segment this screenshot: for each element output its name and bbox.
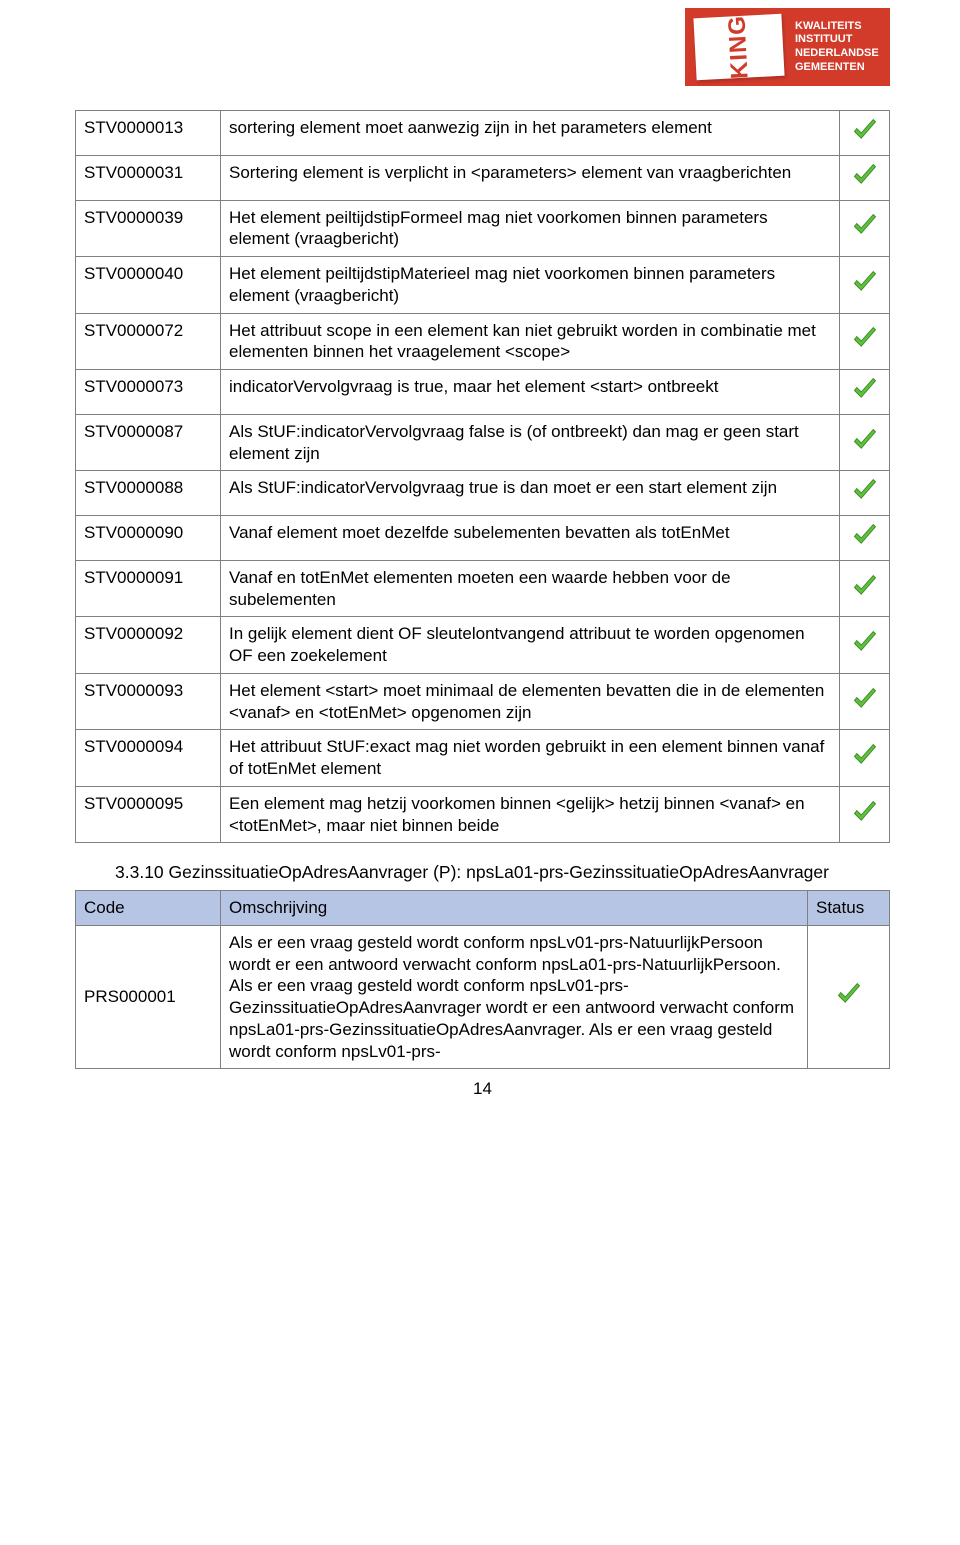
table-row: STV0000039Het element peiltijdstipFormee… (76, 200, 890, 257)
table-row: STV0000087Als StUF:indicatorVervolgvraag… (76, 414, 890, 471)
status-cell (840, 673, 890, 730)
section-table: Code Omschrijving Status PRS000001Als er… (75, 890, 890, 1069)
check-icon (849, 225, 881, 244)
status-cell (840, 257, 890, 314)
check-icon (849, 586, 881, 605)
section-table-header: Code Omschrijving Status (76, 891, 890, 926)
code-cell: STV0000040 (76, 257, 221, 314)
check-icon (849, 699, 881, 718)
check-icon (849, 282, 881, 301)
code-cell: STV0000095 (76, 786, 221, 843)
desc-cell: Een element mag hetzij voorkomen binnen … (221, 786, 840, 843)
check-icon (833, 994, 865, 1013)
table-row: STV0000040Het element peiltijdstipMateri… (76, 257, 890, 314)
desc-cell: Als StUF:indicatorVervolgvraag false is … (221, 414, 840, 471)
code-cell: STV0000013 (76, 111, 221, 156)
status-cell (808, 925, 890, 1069)
king-logo: KING KWALITEITS INSTITUUT NEDERLANDSE GE… (685, 8, 890, 86)
code-cell: STV0000072 (76, 313, 221, 370)
check-icon (849, 389, 881, 408)
desc-cell: In gelijk element dient OF sleutelontvan… (221, 617, 840, 674)
check-icon (849, 130, 881, 149)
status-cell (840, 155, 890, 200)
code-cell: STV0000091 (76, 560, 221, 617)
king-logo-mark: KING (693, 14, 784, 81)
check-icon (849, 755, 881, 774)
king-logo-subtitle: KWALITEITS INSTITUUT NEDERLANDSE GEMEENT… (795, 20, 879, 75)
table-row: STV0000090Vanaf element moet dezelfde su… (76, 516, 890, 561)
code-cell: STV0000031 (76, 155, 221, 200)
desc-cell: Vanaf element moet dezelfde subelementen… (221, 516, 840, 561)
check-icon (849, 642, 881, 661)
code-cell: STV0000090 (76, 516, 221, 561)
code-cell: PRS000001 (76, 925, 221, 1069)
code-cell: STV0000039 (76, 200, 221, 257)
king-logo-brand: KING (723, 14, 754, 79)
section-heading: 3.3.10 GezinssituatieOpAdresAanvrager (P… (115, 861, 890, 884)
table-row: STV0000094Het attribuut StUF:exact mag n… (76, 730, 890, 787)
desc-cell: Sortering element is verplicht in <param… (221, 155, 840, 200)
table-row: STV0000031Sortering element is verplicht… (76, 155, 890, 200)
table-row: STV0000091Vanaf en totEnMet elementen mo… (76, 560, 890, 617)
code-cell: STV0000093 (76, 673, 221, 730)
table-row: STV0000073indicatorVervolgvraag is true,… (76, 370, 890, 415)
desc-cell: Het element <start> moet minimaal de ele… (221, 673, 840, 730)
desc-cell: sortering element moet aanwezig zijn in … (221, 111, 840, 156)
header-code: Code (76, 891, 221, 926)
desc-cell: Vanaf en totEnMet elementen moeten een w… (221, 560, 840, 617)
status-cell (840, 730, 890, 787)
code-cell: STV0000094 (76, 730, 221, 787)
status-cell (840, 516, 890, 561)
status-cell (840, 786, 890, 843)
table-row: STV0000013sortering element moet aanwezi… (76, 111, 890, 156)
table-row: STV0000092In gelijk element dient OF sle… (76, 617, 890, 674)
code-cell: STV0000087 (76, 414, 221, 471)
status-cell (840, 111, 890, 156)
check-icon (849, 440, 881, 459)
check-icon (849, 490, 881, 509)
code-cell: STV0000092 (76, 617, 221, 674)
validation-rules-table: STV0000013sortering element moet aanwezi… (75, 110, 890, 843)
status-cell (840, 200, 890, 257)
table-row: PRS000001Als er een vraag gesteld wordt … (76, 925, 890, 1069)
desc-cell: Het element peiltijdstipFormeel mag niet… (221, 200, 840, 257)
desc-cell: Als StUF:indicatorVervolgvraag true is d… (221, 471, 840, 516)
desc-cell: Het attribuut scope in een element kan n… (221, 313, 840, 370)
status-cell (840, 414, 890, 471)
table-row: STV0000093Het element <start> moet minim… (76, 673, 890, 730)
header-status: Status (808, 891, 890, 926)
page-number: 14 (75, 1079, 890, 1099)
status-cell (840, 370, 890, 415)
desc-cell: Het attribuut StUF:exact mag niet worden… (221, 730, 840, 787)
check-icon (849, 535, 881, 554)
table-row: STV0000095Een element mag hetzij voorkom… (76, 786, 890, 843)
table-row: STV0000088Als StUF:indicatorVervolgvraag… (76, 471, 890, 516)
code-cell: STV0000073 (76, 370, 221, 415)
status-cell (840, 560, 890, 617)
check-icon (849, 338, 881, 357)
desc-cell: Het element peiltijdstipMaterieel mag ni… (221, 257, 840, 314)
status-cell (840, 617, 890, 674)
code-cell: STV0000088 (76, 471, 221, 516)
status-cell (840, 471, 890, 516)
check-icon (849, 812, 881, 831)
check-icon (849, 175, 881, 194)
desc-cell: indicatorVervolgvraag is true, maar het … (221, 370, 840, 415)
desc-cell: Als er een vraag gesteld wordt conform n… (221, 925, 808, 1069)
table-row: STV0000072Het attribuut scope in een ele… (76, 313, 890, 370)
header-omschrijving: Omschrijving (221, 891, 808, 926)
status-cell (840, 313, 890, 370)
